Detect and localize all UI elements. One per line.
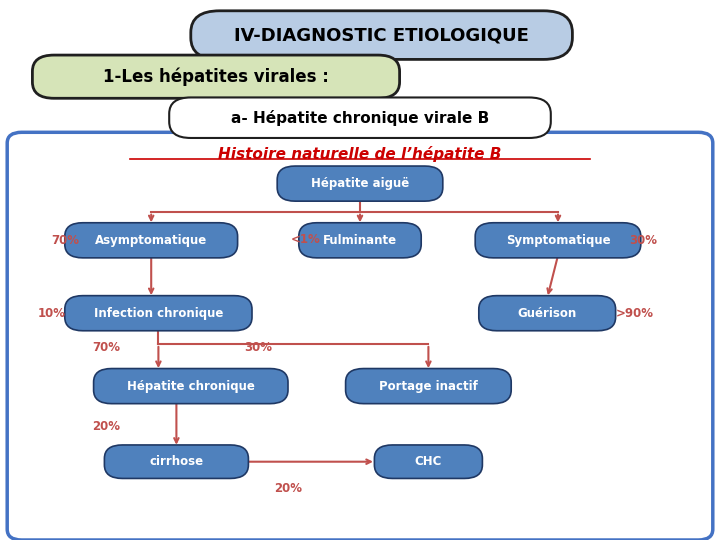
Text: IV-DIAGNOSTIC ETIOLOGIQUE: IV-DIAGNOSTIC ETIOLOGIQUE [234, 26, 529, 44]
FancyBboxPatch shape [277, 166, 443, 201]
FancyBboxPatch shape [346, 369, 511, 404]
Text: Symptomatique: Symptomatique [505, 234, 611, 247]
Text: 30%: 30% [244, 341, 271, 354]
FancyBboxPatch shape [299, 222, 421, 258]
FancyBboxPatch shape [374, 445, 482, 478]
FancyBboxPatch shape [65, 222, 238, 258]
Text: 70%: 70% [92, 341, 120, 354]
Text: Hépatite aiguë: Hépatite aiguë [311, 177, 409, 190]
Text: a- Hépatite chronique virale B: a- Hépatite chronique virale B [231, 110, 489, 126]
FancyBboxPatch shape [479, 296, 616, 330]
Text: Fulminante: Fulminante [323, 234, 397, 247]
Text: Portage inactif: Portage inactif [379, 380, 478, 393]
FancyBboxPatch shape [65, 296, 252, 330]
Text: cirrhose: cirrhose [149, 455, 204, 468]
Text: 30%: 30% [629, 234, 657, 247]
Text: Infection chronique: Infection chronique [94, 307, 223, 320]
Text: Hépatite chronique: Hépatite chronique [127, 380, 255, 393]
Text: Histoire naturelle de l’hépatite B: Histoire naturelle de l’hépatite B [218, 146, 502, 162]
FancyBboxPatch shape [104, 445, 248, 478]
Text: CHC: CHC [415, 455, 442, 468]
FancyBboxPatch shape [191, 11, 572, 59]
FancyBboxPatch shape [7, 132, 713, 540]
Text: 20%: 20% [274, 482, 302, 495]
Text: 20%: 20% [93, 420, 120, 433]
FancyBboxPatch shape [94, 369, 288, 404]
FancyBboxPatch shape [32, 55, 400, 98]
FancyBboxPatch shape [475, 222, 641, 258]
Text: Guérison: Guérison [518, 307, 577, 320]
Text: <1%: <1% [291, 233, 321, 246]
FancyBboxPatch shape [169, 97, 551, 138]
Text: Asymptomatique: Asymptomatique [95, 234, 207, 247]
Text: 10%: 10% [38, 307, 66, 320]
Text: >90%: >90% [616, 307, 654, 320]
Text: 70%: 70% [51, 234, 78, 247]
Text: 1-Les hépatites virales :: 1-Les hépatites virales : [103, 68, 329, 86]
